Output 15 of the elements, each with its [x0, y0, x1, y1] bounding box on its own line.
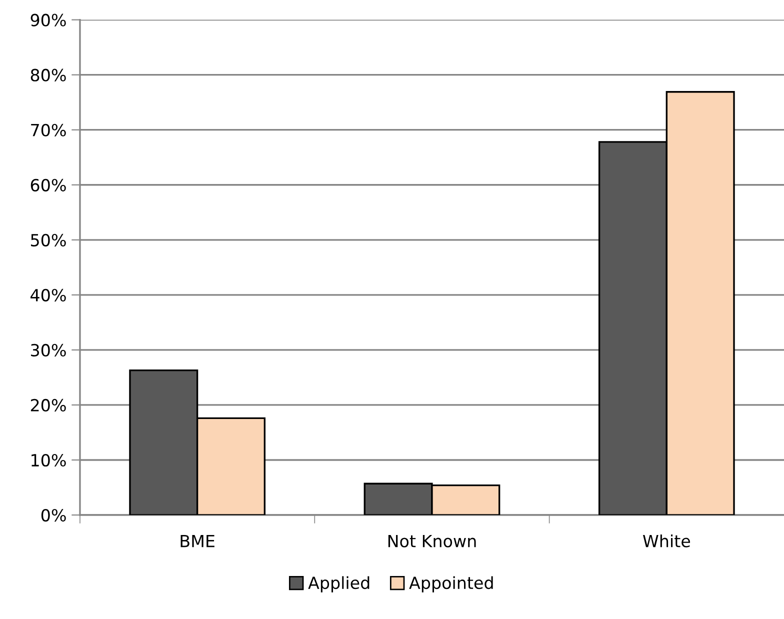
y-tick-label: 50% — [31, 234, 66, 246]
y-tick-label: 80% — [30, 68, 66, 82]
y-tick-label: 10% — [32, 454, 66, 467]
x-tick-label: BME — [180, 534, 214, 548]
y-tick-label: 20% — [30, 398, 66, 412]
legend-label: Applied — [308, 576, 370, 592]
y-tick-label: 30% — [31, 344, 66, 357]
y-tick-label: 0% — [41, 508, 66, 522]
y-tick-label: 70% — [31, 124, 66, 136]
legend-label: Appointed — [409, 576, 493, 592]
y-tick-label: 60% — [30, 178, 66, 192]
y-tick-label: 40% — [30, 288, 66, 302]
x-tick-label: Not Known — [388, 534, 476, 548]
y-tick-label: 90% — [30, 14, 66, 26]
x-tick-label: White — [642, 534, 690, 548]
